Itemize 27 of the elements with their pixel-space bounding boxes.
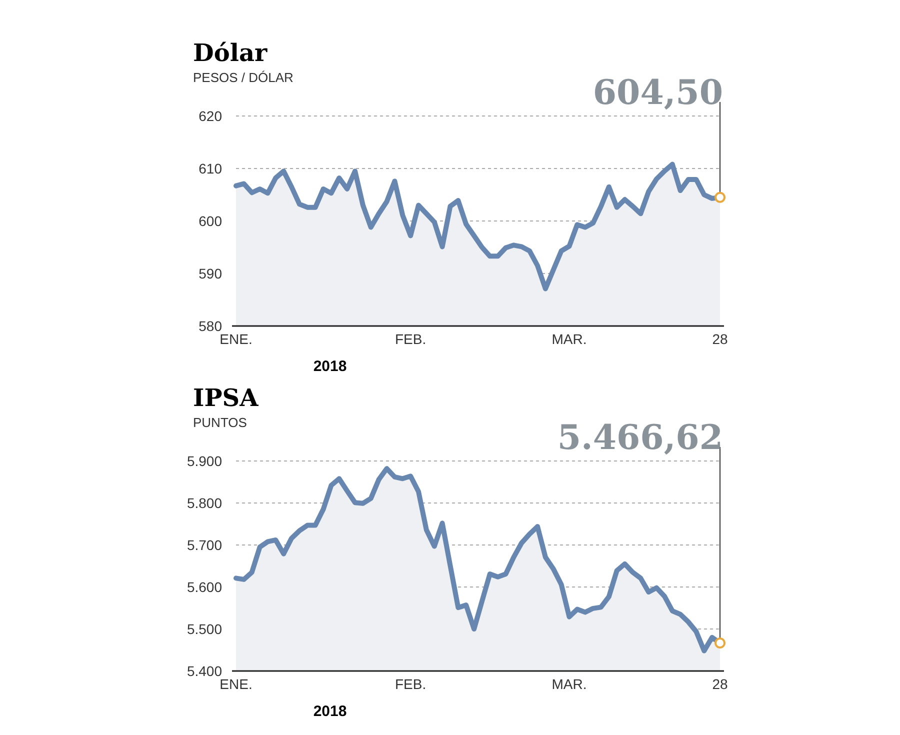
y-tick-label: 5.900 [186,453,222,469]
x-tick-label: MAR. [552,676,587,692]
y-tick-label: 600 [198,213,222,229]
chart-subtitle: PESOS / DÓLAR [193,70,294,85]
x-tick-label: FEB. [394,676,426,692]
chart-subtitle: PUNTOS [193,415,248,430]
x-tick-label: 28 [712,676,728,692]
y-tick-label: 5.500 [186,621,222,637]
chart-title: Dólar [193,38,268,67]
y-tick-label: 5.600 [186,579,222,595]
x-tick-label: MAR. [552,331,587,347]
y-tick-label: 610 [198,160,222,176]
y-tick-label: 620 [198,108,222,124]
text: 2018 [313,358,347,375]
x-tick-label: 28 [712,331,728,347]
y-tick-label: 590 [198,266,222,282]
y-tick-label: 5.700 [186,537,222,553]
y-tick-label: 5.400 [186,663,222,679]
y-tick-label: 580 [198,318,222,334]
x-tick-label: FEB. [394,331,426,347]
annotation: 604,50 [592,73,723,113]
x-tick-label: ENE. [220,331,252,347]
text: 2018 [313,703,347,720]
x-tick-label: ENE. [220,676,252,692]
text: 5.466,62 [557,418,723,458]
y-tick-label: 5.800 [186,495,222,511]
chart-title: IPSA [193,383,259,412]
